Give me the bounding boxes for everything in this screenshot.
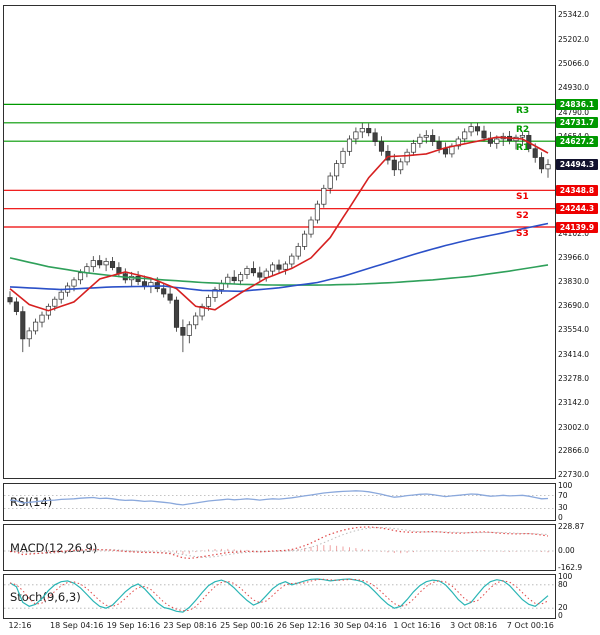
resistance-price-badge: 24731.7 bbox=[556, 117, 598, 129]
macd-label: MACD(12,26,9) bbox=[10, 540, 98, 555]
macd-axis-label: 228.87 bbox=[558, 522, 585, 531]
rsi-panel: RSI(14) bbox=[3, 483, 556, 521]
price-axis-label: 25342.0 bbox=[558, 10, 590, 20]
x-axis-label: 30 Sep 04:16 bbox=[333, 621, 387, 630]
stoch-axis-label: 0 bbox=[558, 611, 563, 620]
stoch-panel: Stoch(9,6,3) bbox=[3, 574, 556, 619]
support-name-label: S2 bbox=[516, 210, 529, 221]
price-axis-label: 23414.0 bbox=[558, 349, 590, 359]
resistance-name-label: R2 bbox=[516, 124, 530, 135]
resistance-price-badge: 24836.1 bbox=[556, 98, 598, 110]
stoch-axis-label: 80 bbox=[558, 579, 568, 589]
support-price-badge: 24139.9 bbox=[556, 221, 598, 233]
rsi-axis-label: 70 bbox=[558, 490, 568, 500]
stoch-axis-label: 20 bbox=[558, 603, 568, 613]
price-axis-label: 25066.0 bbox=[558, 58, 590, 68]
rsi-axis-label: 0 bbox=[558, 513, 563, 522]
price-axis-label: 24930.0 bbox=[558, 82, 590, 92]
rsi-label: RSI(14) bbox=[10, 495, 53, 509]
price-axis-label: 23690.0 bbox=[558, 301, 590, 311]
support-name-label: S3 bbox=[516, 229, 529, 239]
macd-axis-label: 0.00 bbox=[558, 546, 575, 555]
x-axis-label: 19 Sep 16:16 bbox=[106, 621, 161, 630]
price-axis-label: 23278.0 bbox=[558, 373, 590, 383]
price-axis-label: 24102.0 bbox=[558, 228, 590, 238]
x-axis-label: 25 Sep 00:16 bbox=[220, 621, 274, 630]
price-axis-label: 25202.0 bbox=[558, 35, 590, 44]
x-axis-label: 7 Oct 00:16 bbox=[506, 621, 554, 630]
x-axis-label: 26 Sep 12:16 bbox=[276, 621, 331, 630]
support-price-badge: 24244.3 bbox=[556, 203, 598, 215]
resistance-price-badge: 24627.2 bbox=[556, 135, 598, 147]
price-axis-label: 23966.0 bbox=[558, 252, 590, 262]
macd-panel: MACD(12,26,9) bbox=[3, 524, 556, 571]
x-axis-label: 12:16 bbox=[8, 621, 32, 630]
resistance-name-label: R3 bbox=[516, 106, 530, 117]
x-axis-label: 1 Oct 16:16 bbox=[393, 621, 441, 630]
price-axis-label: 23002.0 bbox=[558, 422, 590, 432]
price-axis-label: 23554.0 bbox=[558, 325, 590, 335]
stoch-label: Stoch(9,6,3) bbox=[10, 589, 81, 604]
price-axis-label: 23830.0 bbox=[558, 276, 590, 286]
rsi-axis-label: 30 bbox=[558, 503, 568, 513]
price-axis-label: 24790.0 bbox=[558, 107, 590, 117]
x-axis-label: 23 Sep 08:16 bbox=[163, 621, 217, 630]
price-chart-panel bbox=[3, 5, 556, 479]
resistance-name-label: R1 bbox=[516, 143, 530, 154]
stoch-axis-label: 100 bbox=[558, 572, 573, 581]
macd-axis-label: -162.9 bbox=[558, 563, 583, 572]
x-axis-label: 18 Sep 04:16 bbox=[49, 621, 104, 630]
price-axis-label: 22866.0 bbox=[558, 446, 590, 456]
current-price-badge: 24494.3 bbox=[556, 159, 598, 171]
price-axis-label: 23142.0 bbox=[558, 397, 590, 407]
price-axis-label: 22730.0 bbox=[558, 470, 590, 480]
x-axis-label: 3 Oct 08:16 bbox=[450, 621, 498, 630]
support-name-label: S1 bbox=[516, 192, 529, 203]
support-price-badge: 24348.8 bbox=[556, 184, 598, 196]
rsi-axis-label: 100 bbox=[558, 481, 573, 490]
